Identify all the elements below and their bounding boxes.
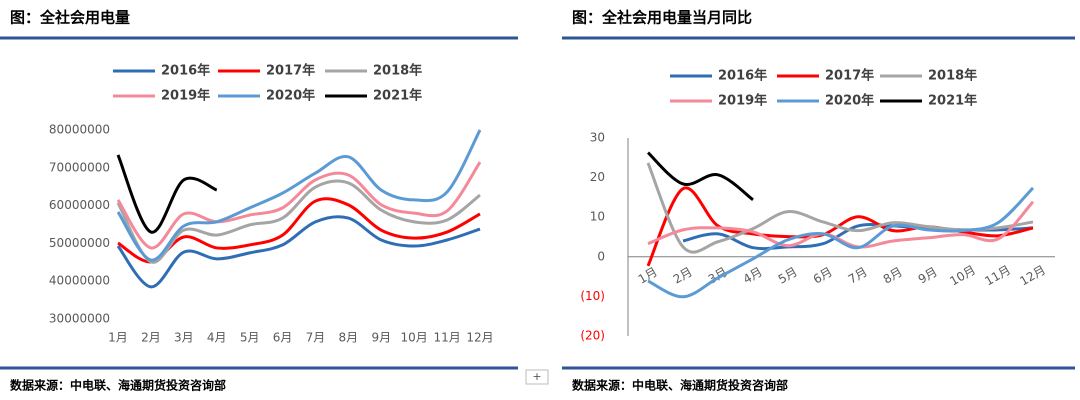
expand-button[interactable]: [525, 369, 549, 385]
x-tick-label: 12月: [466, 331, 493, 345]
legend-label: 2018年: [373, 63, 422, 79]
x-tick-label: 5月: [776, 265, 800, 287]
series-line: [647, 200, 1035, 249]
x-tick-label: 4月: [207, 331, 227, 345]
y-tick-label: 20: [590, 170, 605, 184]
source: 数据来源：中电联、海通期货投资咨询部: [572, 378, 788, 393]
series-line: [116, 179, 481, 264]
chart-title: 图：全社会用电量当月同比: [572, 9, 752, 27]
legend-label: 2021年: [373, 88, 422, 104]
y-tick-label: 40000000: [49, 274, 110, 288]
y-tick-label: 50000000: [49, 236, 110, 250]
series-line: [117, 197, 481, 264]
series-line: [116, 161, 482, 250]
x-tick-label: 12月: [1017, 263, 1048, 289]
x-tick-label: 11月: [433, 331, 460, 345]
x-tick-label: 5月: [240, 331, 260, 345]
series-line: [116, 215, 481, 289]
y-tick-label: 60000000: [49, 198, 110, 212]
x-tick-label: 10月: [947, 263, 978, 289]
series-line: [116, 129, 482, 262]
legend-label: 2016年: [161, 63, 210, 79]
x-tick-label: 4月: [741, 265, 765, 287]
x-tick-label: 2月: [141, 331, 161, 345]
legend-label: 2020年: [266, 88, 315, 104]
series-line: [646, 151, 754, 201]
x-tick-label: 10月: [401, 331, 428, 345]
x-tick-label: 8月: [339, 331, 359, 345]
x-tick-label: 11月: [982, 263, 1013, 289]
chart-title: 图：全社会用电量: [10, 9, 130, 27]
x-tick-label: 2月: [671, 265, 695, 287]
y-tick-label: 70000000: [49, 160, 110, 174]
y-tick-label: 0: [597, 249, 605, 263]
x-tick-label: 9月: [916, 265, 940, 287]
source: 数据来源：中电联、海通期货投资咨询部: [10, 378, 226, 393]
legend-label: 2017年: [266, 63, 315, 79]
expand-icon[interactable]: +: [532, 370, 541, 383]
x-tick-label: 6月: [811, 265, 835, 287]
legend-label: 2021年: [928, 93, 977, 109]
legend-label: 2019年: [161, 88, 210, 104]
y-tick-label: 10: [590, 210, 605, 224]
legend-label: 2019年: [718, 93, 767, 109]
legend-label: 2020年: [825, 93, 874, 109]
series-line: [116, 154, 218, 234]
x-tick-label: 1月: [108, 331, 128, 345]
y-tick-label: (20): [580, 329, 605, 343]
y-tick-label: 80000000: [49, 123, 110, 137]
x-tick-label: 8月: [881, 265, 905, 287]
x-tick-label: 7月: [846, 265, 870, 287]
series-line: [647, 186, 1035, 299]
x-tick-label: 1月: [636, 265, 660, 287]
legend-label: 2017年: [825, 68, 874, 84]
x-tick-label: 9月: [371, 331, 391, 345]
legend-label: 2018年: [928, 68, 977, 84]
x-tick-label: 3月: [174, 331, 194, 345]
y-tick-label: (10): [580, 289, 605, 303]
legend-label: 2016年: [718, 68, 767, 84]
x-tick-label: 6月: [273, 331, 293, 345]
x-tick-label: 7月: [306, 331, 326, 345]
y-tick-label: 30000000: [49, 312, 110, 326]
y-tick-label: 30: [590, 131, 605, 145]
